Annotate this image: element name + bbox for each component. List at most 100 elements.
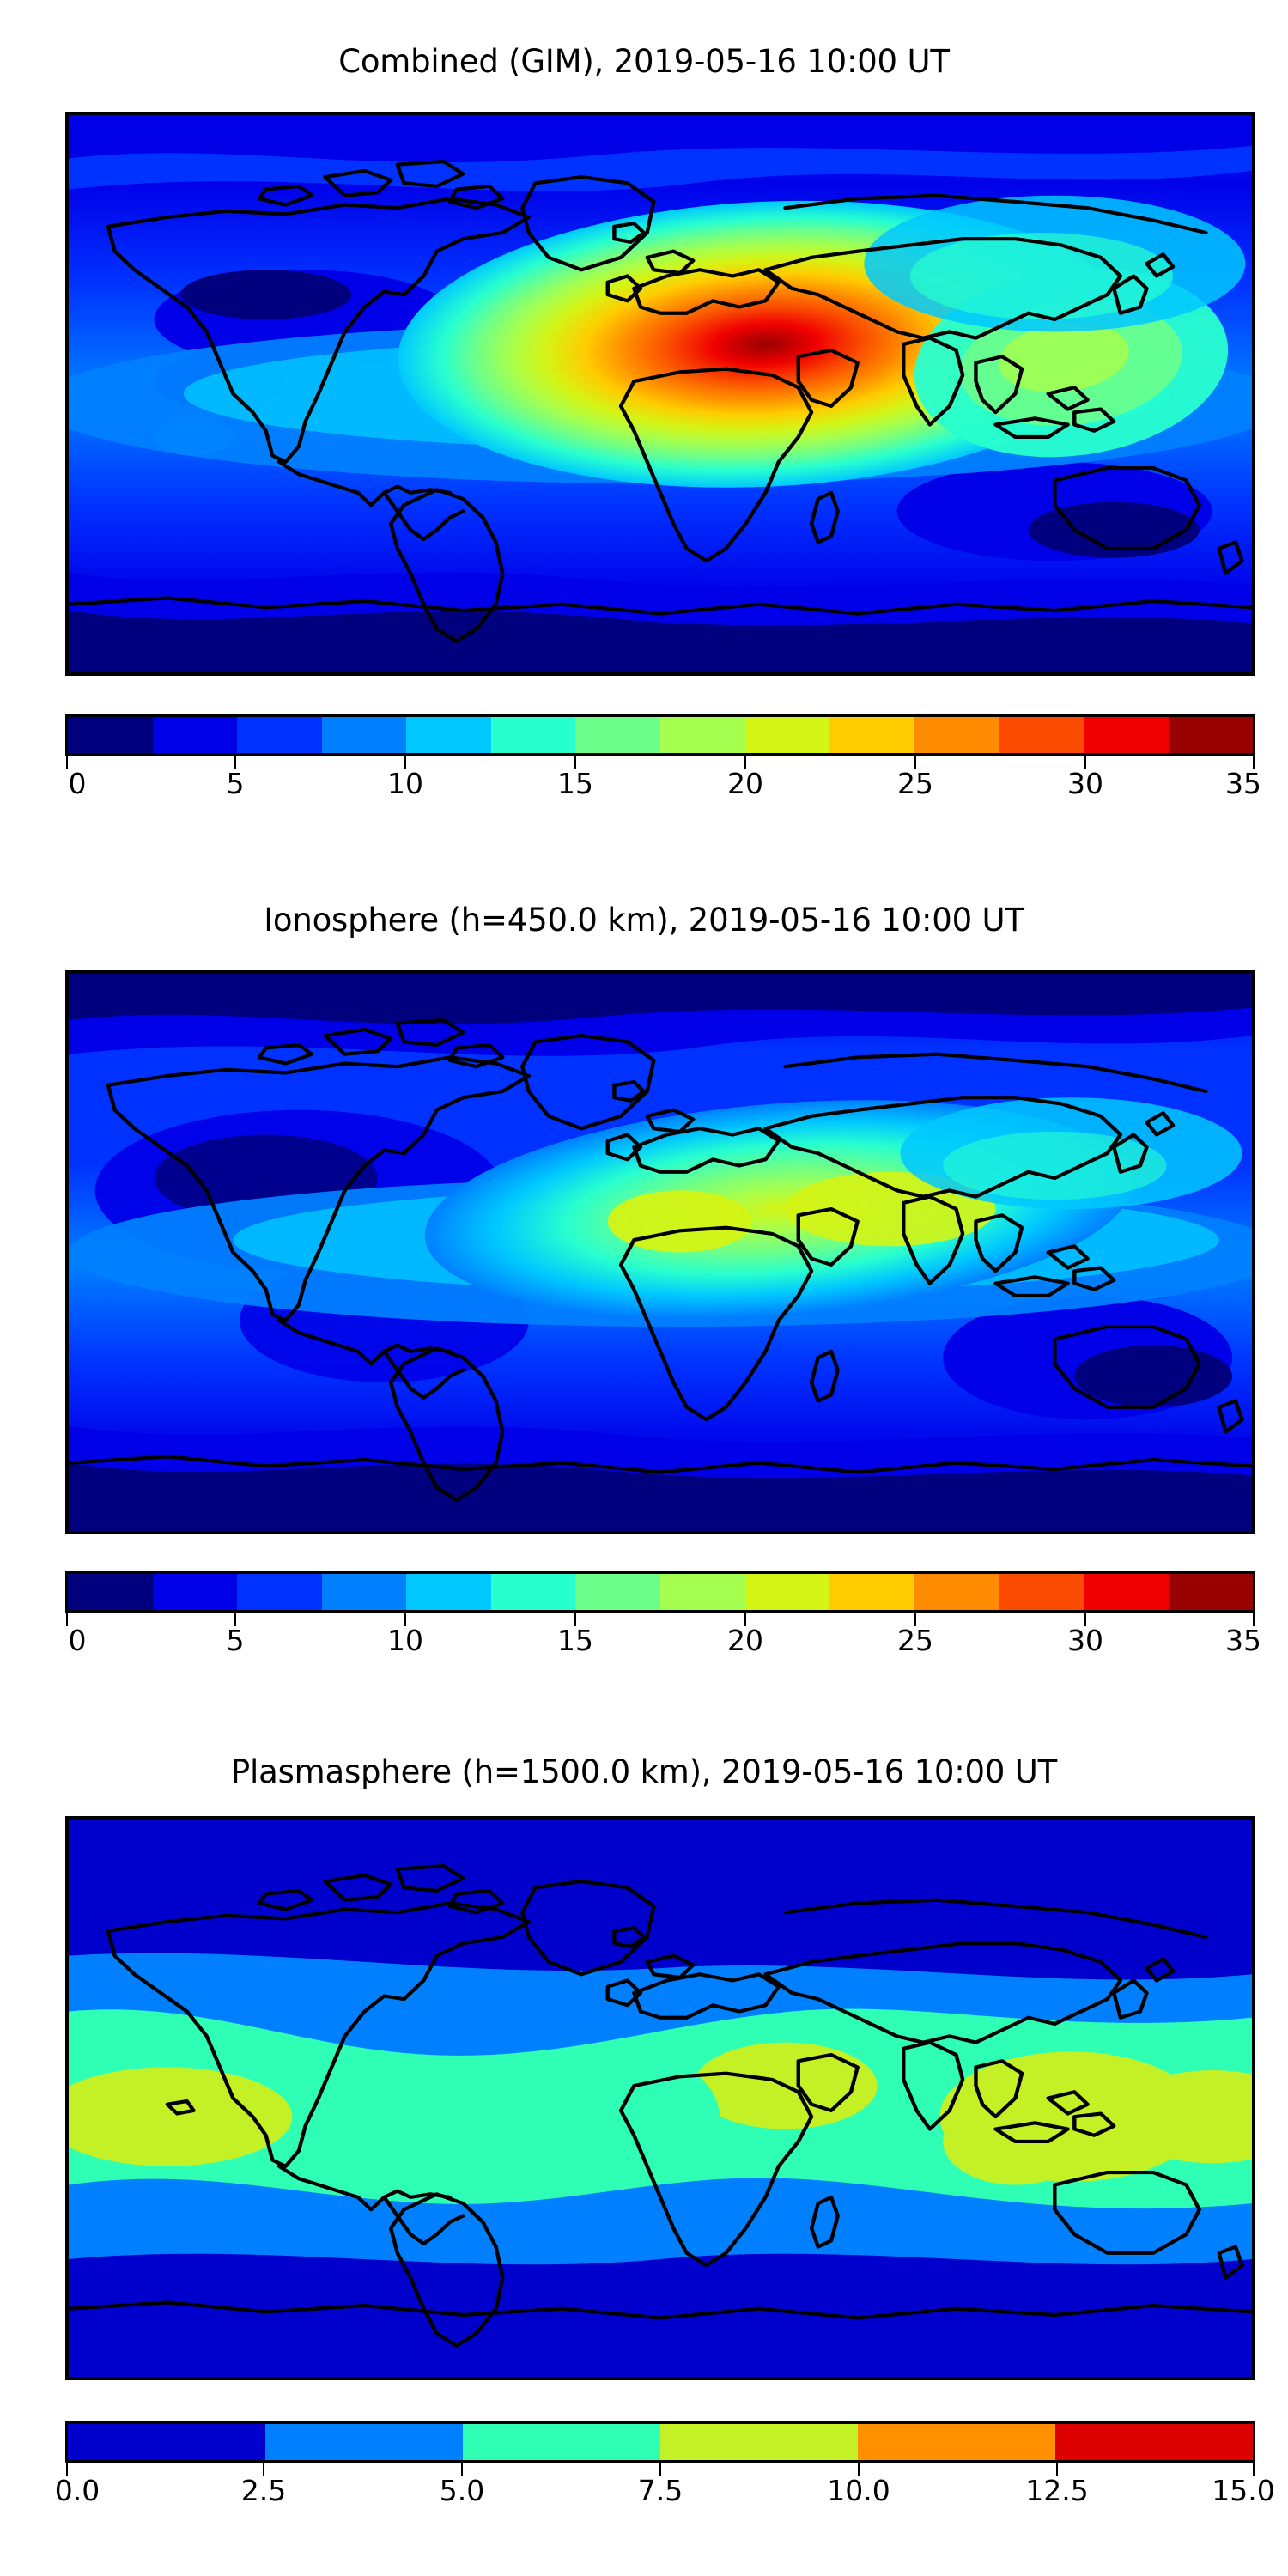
colorbar-segment-0	[68, 717, 153, 753]
colorbar-segment-6	[575, 1574, 661, 1610]
colorbar-segment-9	[829, 1574, 914, 1610]
map-canvas-combined-gim	[69, 115, 1252, 672]
colorbar-tick-7	[1253, 756, 1255, 769]
colorbar-label-7: 35	[1225, 767, 1261, 800]
colorbar-segment-10	[914, 1574, 999, 1610]
map-plasmasphere[interactable]	[65, 1816, 1255, 2380]
colorbar-segment-2	[237, 1574, 322, 1610]
colorbar-labels-plasmasphere: 0.0 2.5 5.0 7.5 10.0 12.5 15.0	[55, 2474, 1275, 2516]
colorbar-tick-1	[263, 2463, 264, 2476]
colorbar-tick-1	[234, 1613, 236, 1626]
colorbar-label-0: 0.0	[54, 2474, 100, 2507]
colorbar-gradient-combined-gim	[65, 714, 1255, 756]
map-combined-gim[interactable]	[65, 112, 1255, 676]
colorbar-ionosphere: 0 5 10 15 20 25 30 35	[65, 1571, 1261, 1666]
contour-field-plasmasphere	[69, 1820, 1252, 2377]
colorbar-segment-4	[858, 2424, 1055, 2460]
colorbar-tick-2	[461, 2463, 463, 2476]
colorbar-tick-2	[404, 1613, 406, 1626]
colorbar-tick-7	[1253, 1613, 1255, 1626]
colorbar-segment-10	[914, 717, 999, 753]
colorbar-label-4: 10.0	[827, 2474, 890, 2507]
coastlines-plasmasphere	[69, 1864, 1252, 2348]
colorbar-segment-11	[999, 717, 1084, 753]
colorbar-tick-6	[1084, 1613, 1086, 1626]
panel-combined-gim: Combined (GIM), 2019-05-16 10:00 UT	[0, 0, 1288, 859]
colorbar-labels-combined-gim: 0 5 10 15 20 25 30 35	[65, 767, 1262, 809]
map-canvas-plasmasphere	[69, 1820, 1252, 2377]
panel-ionosphere: Ionosphere (h=450.0 km), 2019-05-16 10:0…	[0, 893, 1288, 1752]
colorbar-ticks-ionosphere	[65, 1613, 1255, 1626]
colorbar-segment-1	[152, 1574, 238, 1610]
panel-title-plasmasphere: Plasmasphere (h=1500.0 km), 2019-05-16 1…	[230, 1753, 1058, 1790]
colorbar-segment-8	[744, 717, 830, 753]
colorbar-ticks-plasmasphere	[65, 2463, 1255, 2476]
colorbar-ticks-combined-gim	[65, 756, 1255, 769]
colorbar-label-3: 7.5	[637, 2474, 683, 2507]
colorbar-segment-7	[660, 717, 745, 753]
colorbar-tick-0	[66, 756, 68, 769]
colorbar-label-4: 20	[727, 767, 763, 800]
colorbar-tick-3	[659, 2463, 661, 2476]
colorbar-segment-5	[490, 1574, 576, 1610]
panel-plasmasphere: Plasmasphere (h=1500.0 km), 2019-05-16 1…	[0, 1735, 1288, 2576]
colorbar-label-2: 5.0	[439, 2474, 485, 2507]
colorbar-tick-6	[1084, 756, 1086, 769]
colorbar-tick-6	[1253, 2463, 1255, 2476]
colorbar-tick-5	[914, 1613, 916, 1626]
panel-title-combined-gim: Combined (GIM), 2019-05-16 10:00 UT	[338, 43, 950, 80]
colorbar-segment-5	[490, 717, 576, 753]
colorbar-label-5: 12.5	[1025, 2474, 1089, 2507]
colorbar-segment-1	[152, 717, 238, 753]
colorbar-label-4: 20	[727, 1624, 763, 1657]
colorbar-tick-5	[1056, 2463, 1058, 2476]
colorbar-label-6: 30	[1067, 1624, 1103, 1657]
colorbar-label-6: 15.0	[1212, 2474, 1275, 2507]
colorbar-segment-3	[321, 717, 407, 753]
colorbar-label-5: 25	[897, 1624, 933, 1657]
colorbar-segment-12	[1083, 717, 1169, 753]
colorbar-label-3: 15	[557, 1624, 593, 1657]
coastlines-combined-gim	[69, 160, 1252, 644]
colorbar-segment-3	[660, 2424, 858, 2460]
panel-title-ionosphere: Ionosphere (h=450.0 km), 2019-05-16 10:0…	[264, 902, 1024, 939]
colorbar-segment-11	[999, 1574, 1084, 1610]
colorbar-segment-0	[68, 1574, 153, 1610]
map-ionosphere[interactable]	[65, 970, 1255, 1534]
map-canvas-ionosphere	[69, 974, 1252, 1531]
colorbar-segment-12	[1083, 1574, 1169, 1610]
colorbar-label-6: 30	[1067, 767, 1103, 800]
colorbar-tick-0	[66, 1613, 68, 1626]
colorbar-segment-8	[744, 1574, 830, 1610]
colorbar-label-0: 0	[68, 767, 87, 800]
colorbar-plasmasphere: 0.0 2.5 5.0 7.5 10.0 12.5 15.0	[55, 2421, 1275, 2516]
colorbar-tick-3	[574, 756, 576, 769]
colorbar-label-3: 15	[557, 767, 593, 800]
colorbar-tick-2	[404, 756, 406, 769]
colorbar-tick-3	[574, 1613, 576, 1626]
colorbar-segment-0	[68, 2424, 265, 2460]
colorbar-segment-13	[1168, 717, 1254, 753]
colorbar-label-1: 5	[226, 767, 245, 800]
colorbar-combined-gim: 0 5 10 15 20 25 30 35	[65, 714, 1262, 809]
coastlines-ionosphere	[69, 1018, 1252, 1503]
colorbar-segment-2	[463, 2424, 660, 2460]
colorbar-segment-9	[829, 717, 914, 753]
colorbar-tick-4	[744, 756, 746, 769]
colorbar-gradient-plasmasphere	[65, 2421, 1255, 2463]
contour-field-combined-gim	[69, 115, 1252, 672]
colorbar-segment-1	[265, 2424, 463, 2460]
colorbar-segment-7	[660, 1574, 745, 1610]
colorbar-label-1: 5	[226, 1624, 245, 1657]
colorbar-segment-4	[406, 717, 491, 753]
colorbar-segment-4	[406, 1574, 491, 1610]
colorbar-tick-1	[234, 756, 236, 769]
colorbar-label-5: 25	[897, 767, 933, 800]
colorbar-segment-2	[237, 717, 322, 753]
colorbar-tick-0	[66, 2463, 68, 2476]
colorbar-segment-5	[1055, 2424, 1253, 2460]
colorbar-label-7: 35	[1225, 1624, 1261, 1657]
colorbar-label-0: 0	[68, 1624, 87, 1657]
colorbar-label-2: 10	[387, 1624, 423, 1657]
